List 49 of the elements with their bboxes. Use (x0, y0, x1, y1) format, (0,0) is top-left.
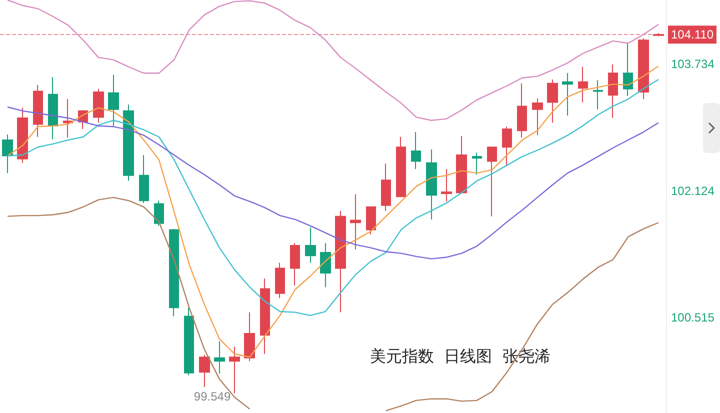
candlestick (275, 262, 285, 299)
candlestick (108, 74, 119, 126)
candlestick (169, 228, 179, 317)
candlestick (532, 98, 543, 136)
candlestick (396, 136, 406, 198)
candlestick (426, 148, 437, 220)
candlestick (608, 64, 618, 118)
candlestick (547, 78, 558, 124)
y-tick-label: 100.515 (671, 310, 715, 324)
candlestick (411, 132, 421, 170)
candlestick (214, 340, 225, 374)
candlestick (578, 66, 588, 103)
candlestick (17, 107, 28, 164)
candlestick (139, 154, 149, 204)
candlestick (33, 84, 43, 138)
candlestick (335, 210, 346, 313)
candlestick (487, 146, 497, 217)
candlestick (260, 278, 270, 354)
candlestick (93, 88, 104, 124)
candlestick (184, 307, 194, 376)
text: 美元指数 日线图 张尧浠 (370, 346, 550, 366)
candlestick (441, 168, 452, 202)
candlestick (638, 38, 649, 100)
candlestick (199, 354, 210, 388)
y-tick-label: 102.124 (671, 184, 715, 198)
candlestick (350, 194, 361, 250)
candlestick (123, 104, 134, 182)
candlestick (290, 242, 300, 286)
candlestick (502, 126, 512, 166)
candlestick (381, 163, 391, 212)
candlestick (229, 346, 240, 394)
candlestick (623, 42, 633, 96)
candlestick (63, 98, 73, 138)
candlestick (154, 200, 164, 226)
candlestick (244, 312, 255, 362)
candlestick (320, 242, 331, 288)
candlestick (48, 76, 58, 140)
candlestick (305, 226, 316, 264)
candlestick (366, 206, 376, 235)
annotation: 99.549 (194, 389, 231, 404)
candlestick (456, 136, 467, 194)
candlestick (472, 152, 482, 176)
y-tick-label: 104.110 (671, 28, 714, 42)
candlestick (2, 134, 13, 174)
candlestick (562, 72, 573, 116)
candlestick (593, 80, 603, 110)
y-tick-label: 103.734 (671, 57, 715, 72)
candlestick (653, 32, 664, 37)
candlestick (517, 82, 527, 138)
